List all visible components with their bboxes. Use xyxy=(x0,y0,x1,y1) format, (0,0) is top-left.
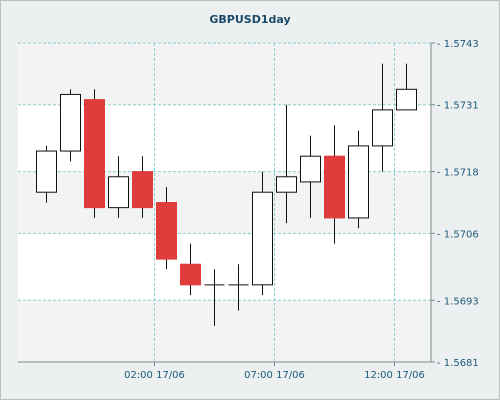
y-tick-label: - 1.5693 xyxy=(437,296,479,307)
candle-body-down xyxy=(132,171,153,209)
candle-body-up xyxy=(372,109,393,147)
chart-title: GBPUSD1day xyxy=(209,13,290,26)
candle xyxy=(372,63,393,172)
y-tick-label: - 1.5718 xyxy=(437,168,479,179)
candle xyxy=(300,135,321,218)
candle xyxy=(252,171,273,296)
candle-body-up xyxy=(252,191,273,286)
candle xyxy=(36,145,57,203)
y-axis-tick-labels: - 1.5743 - 1.5731 - 1.5718 - 1.5706 - 1.5693… xyxy=(437,39,479,369)
y-tick-label: - 1.5743 xyxy=(437,39,479,50)
candle xyxy=(84,89,105,218)
plot-band xyxy=(18,171,431,234)
candle xyxy=(60,89,81,162)
candle xyxy=(324,125,345,244)
plot-band xyxy=(18,300,431,362)
candle-body-up xyxy=(348,145,369,219)
candle xyxy=(228,264,249,311)
candle-body-down xyxy=(156,202,177,260)
candle xyxy=(132,156,153,218)
candle xyxy=(108,156,129,218)
candle-body-down xyxy=(84,99,105,209)
x-axis-tick-labels: 02:00 17/06 07:00 17/06 12:00 17/06 xyxy=(124,370,425,381)
candle-body-up xyxy=(396,88,417,111)
candle xyxy=(396,63,417,111)
y-tick-label: - 1.5731 xyxy=(437,101,479,112)
x-tick-label: 02:00 17/06 xyxy=(124,370,185,381)
y-tick-label: - 1.5681 xyxy=(437,358,479,369)
axes xyxy=(18,42,435,366)
candle xyxy=(204,269,225,326)
candle-body-up xyxy=(276,176,297,193)
candle-body-up xyxy=(300,155,321,183)
candle-body-up xyxy=(108,176,129,209)
plot-background xyxy=(18,43,431,362)
candle-body-up xyxy=(60,93,81,152)
candle xyxy=(348,130,369,229)
candle xyxy=(276,104,297,224)
candle-body-down xyxy=(324,155,345,219)
candle-body-up xyxy=(36,150,57,193)
candle xyxy=(156,187,177,270)
x-tick-label: 12:00 17/06 xyxy=(364,370,425,381)
candle xyxy=(180,243,201,296)
candles xyxy=(36,63,417,326)
y-tick-label: - 1.5706 xyxy=(437,229,479,240)
candle-body-down xyxy=(180,263,201,286)
plot-band xyxy=(18,43,431,105)
x-tick-label: 07:00 17/06 xyxy=(244,370,305,381)
